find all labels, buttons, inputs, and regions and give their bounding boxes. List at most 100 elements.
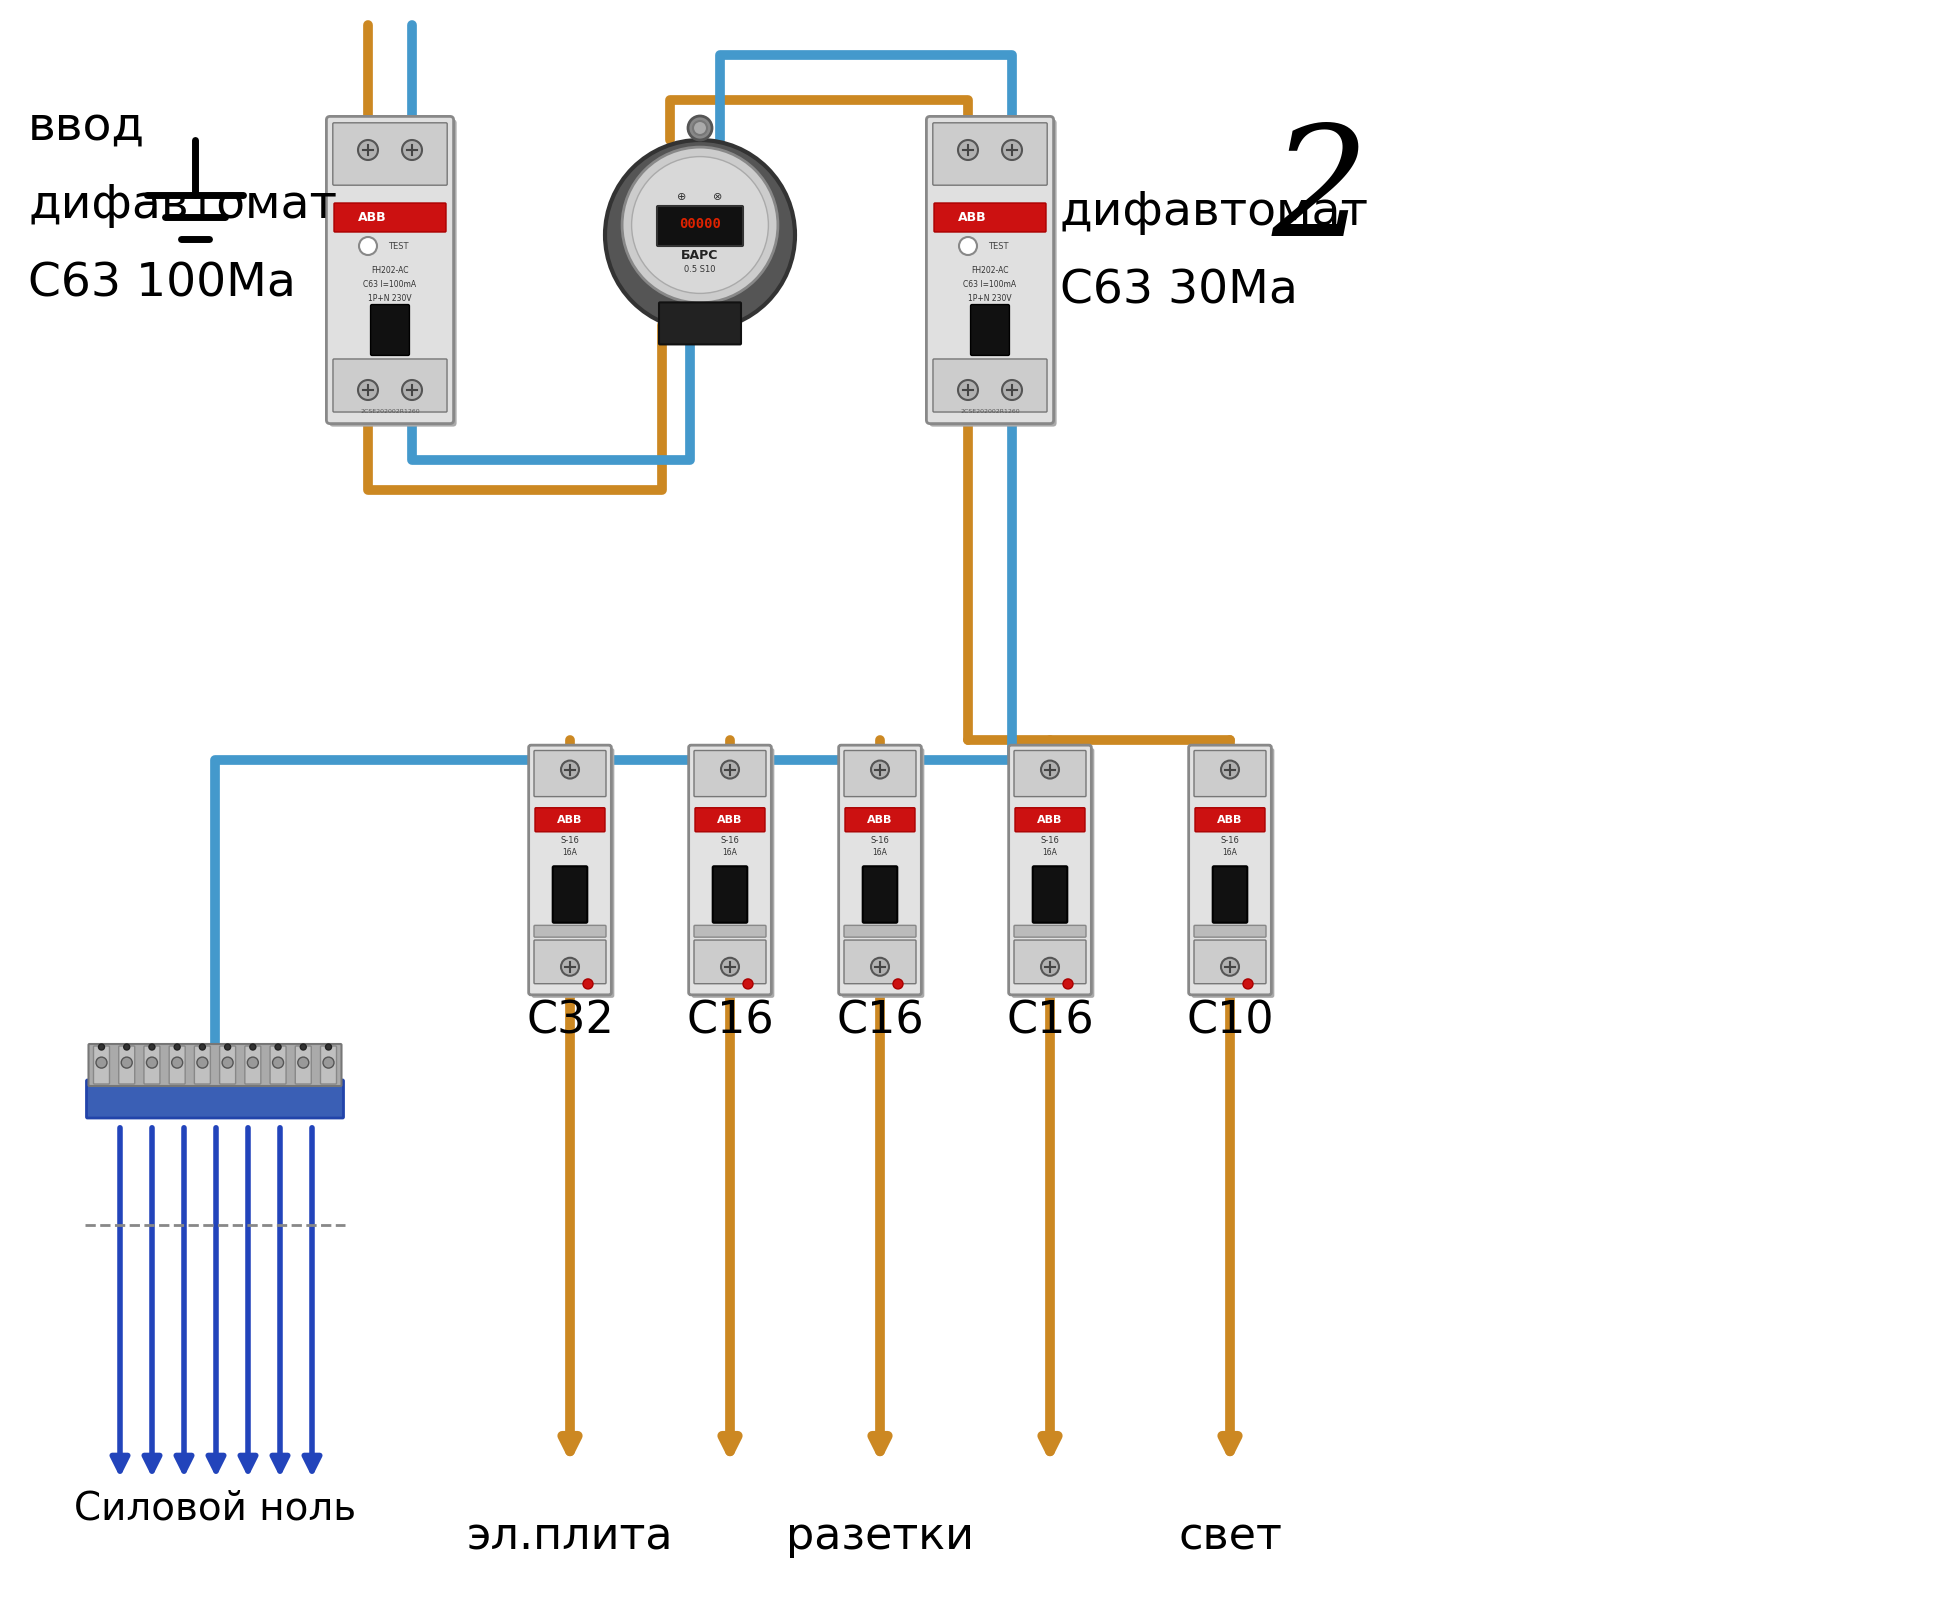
Circle shape <box>272 1058 284 1067</box>
FancyBboxPatch shape <box>535 941 605 984</box>
Circle shape <box>358 238 376 255</box>
FancyBboxPatch shape <box>1015 941 1085 984</box>
Circle shape <box>172 1058 182 1067</box>
Circle shape <box>623 148 778 303</box>
FancyBboxPatch shape <box>333 360 447 412</box>
FancyBboxPatch shape <box>1015 926 1085 937</box>
Circle shape <box>323 1058 333 1067</box>
Text: С63 100Ма: С63 100Ма <box>27 262 296 307</box>
FancyBboxPatch shape <box>194 1046 210 1083</box>
Circle shape <box>721 761 739 778</box>
Circle shape <box>358 380 378 400</box>
Text: C63 I=100mA: C63 I=100mA <box>964 279 1017 289</box>
FancyBboxPatch shape <box>842 748 925 998</box>
Circle shape <box>560 958 580 976</box>
Circle shape <box>247 1058 259 1067</box>
Text: ABB: ABB <box>1038 815 1062 825</box>
Text: ввод: ввод <box>27 104 145 149</box>
Circle shape <box>960 238 978 255</box>
Text: 00000: 00000 <box>680 217 721 231</box>
Circle shape <box>1220 958 1238 976</box>
Text: TEST: TEST <box>987 241 1009 250</box>
Text: С16: С16 <box>836 1000 925 1043</box>
Text: дифавтомат: дифавтомат <box>27 183 337 228</box>
Text: FH202-AC: FH202-AC <box>372 265 409 274</box>
Circle shape <box>149 1043 155 1050</box>
Circle shape <box>123 1043 129 1050</box>
Circle shape <box>742 979 752 989</box>
FancyBboxPatch shape <box>656 205 742 246</box>
Text: S-16: S-16 <box>560 836 580 846</box>
Text: 16A: 16A <box>1222 849 1238 857</box>
FancyBboxPatch shape <box>86 1080 343 1119</box>
Text: эл.плита: эл.плита <box>466 1515 674 1558</box>
Text: 1P+N 230V: 1P+N 230V <box>968 294 1011 302</box>
Circle shape <box>1001 380 1023 400</box>
Text: ABB: ABB <box>868 815 893 825</box>
FancyBboxPatch shape <box>713 867 746 923</box>
Text: S-16: S-16 <box>870 836 889 846</box>
Circle shape <box>1064 979 1074 989</box>
FancyBboxPatch shape <box>329 119 456 427</box>
Circle shape <box>174 1043 180 1050</box>
FancyBboxPatch shape <box>531 748 615 998</box>
Text: 0.5 S10: 0.5 S10 <box>684 265 715 273</box>
Circle shape <box>198 1058 208 1067</box>
FancyBboxPatch shape <box>552 867 588 923</box>
Circle shape <box>402 380 421 400</box>
FancyBboxPatch shape <box>693 941 766 984</box>
FancyBboxPatch shape <box>219 1046 235 1083</box>
Text: свет: свет <box>1177 1515 1281 1558</box>
FancyBboxPatch shape <box>296 1046 311 1083</box>
Circle shape <box>605 140 795 331</box>
Text: TEST: TEST <box>388 241 407 250</box>
FancyBboxPatch shape <box>1189 745 1271 995</box>
FancyBboxPatch shape <box>838 745 921 995</box>
FancyBboxPatch shape <box>1195 807 1266 831</box>
Text: ABB: ABB <box>1217 815 1242 825</box>
Circle shape <box>872 958 889 976</box>
Circle shape <box>1220 761 1238 778</box>
Circle shape <box>225 1043 231 1050</box>
FancyBboxPatch shape <box>1193 941 1266 984</box>
Circle shape <box>274 1043 280 1050</box>
Text: S-16: S-16 <box>721 836 739 846</box>
FancyBboxPatch shape <box>1009 745 1091 995</box>
FancyBboxPatch shape <box>535 807 605 831</box>
Text: 2CSE202002R1260: 2CSE202002R1260 <box>360 409 419 414</box>
Circle shape <box>1244 979 1254 989</box>
Circle shape <box>958 380 978 400</box>
FancyBboxPatch shape <box>695 807 766 831</box>
Text: ABB: ABB <box>556 815 582 825</box>
FancyBboxPatch shape <box>932 360 1046 412</box>
FancyBboxPatch shape <box>1213 867 1248 923</box>
Text: разетки: разетки <box>786 1515 974 1558</box>
FancyBboxPatch shape <box>844 941 917 984</box>
Circle shape <box>298 1058 310 1067</box>
Text: С10: С10 <box>1187 1000 1273 1043</box>
FancyBboxPatch shape <box>844 926 917 937</box>
FancyBboxPatch shape <box>844 751 917 796</box>
FancyBboxPatch shape <box>88 1043 341 1087</box>
Circle shape <box>325 1043 331 1050</box>
FancyBboxPatch shape <box>658 302 741 345</box>
Text: 16A: 16A <box>872 849 887 857</box>
FancyBboxPatch shape <box>932 124 1048 185</box>
Circle shape <box>147 1058 157 1067</box>
FancyBboxPatch shape <box>321 1046 337 1083</box>
Text: 1P+N 230V: 1P+N 230V <box>368 294 411 302</box>
Circle shape <box>1001 140 1023 160</box>
FancyBboxPatch shape <box>934 202 1046 233</box>
Circle shape <box>300 1043 306 1050</box>
Text: Силовой ноль: Силовой ноль <box>74 1489 357 1528</box>
FancyBboxPatch shape <box>692 748 774 998</box>
FancyBboxPatch shape <box>1191 748 1275 998</box>
FancyBboxPatch shape <box>1015 807 1085 831</box>
FancyBboxPatch shape <box>693 751 766 796</box>
FancyBboxPatch shape <box>1011 748 1095 998</box>
Circle shape <box>688 116 711 140</box>
Text: 16A: 16A <box>1042 849 1058 857</box>
Circle shape <box>1040 761 1060 778</box>
Circle shape <box>251 1043 257 1050</box>
Text: ABB: ABB <box>717 815 742 825</box>
